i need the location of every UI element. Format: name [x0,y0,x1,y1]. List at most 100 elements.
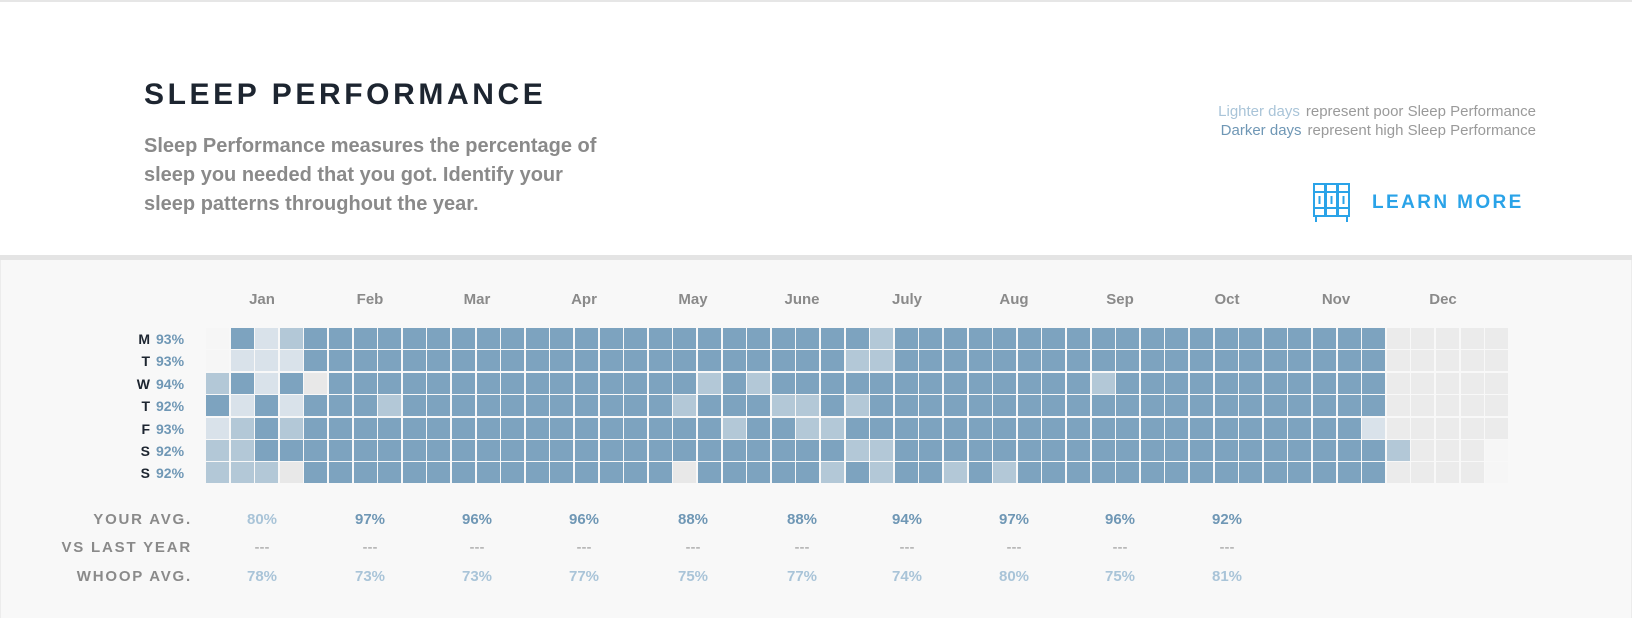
heatmap-day-cell[interactable] [1214,395,1238,417]
heatmap-day-cell[interactable] [944,417,967,439]
heatmap-day-cell[interactable] [304,372,328,394]
heatmap-day-cell[interactable] [1362,440,1386,461]
heatmap-day-cell[interactable] [1017,372,1041,394]
heatmap-day-cell[interactable] [919,462,943,484]
heatmap-day-cell[interactable] [747,372,771,394]
heatmap-day-cell[interactable] [673,417,697,439]
heatmap-day-cell[interactable] [279,417,303,439]
heatmap-day-cell[interactable] [796,462,820,484]
heatmap-day-cell[interactable] [1190,395,1213,417]
heatmap-day-cell[interactable] [1165,372,1189,394]
heatmap-day-cell[interactable] [1263,417,1287,439]
heatmap-day-cell[interactable] [698,350,721,372]
heatmap-day-cell[interactable] [599,462,623,484]
heatmap-day-cell[interactable] [1067,440,1090,461]
heatmap-day-cell[interactable] [1140,417,1164,439]
heatmap-day-cell[interactable] [427,395,451,417]
heatmap-day-cell[interactable] [1116,417,1140,439]
heatmap-day-cell[interactable] [821,328,844,349]
heatmap-day-cell[interactable] [1190,328,1213,349]
heatmap-day-cell[interactable] [993,395,1017,417]
heatmap-day-cell[interactable] [1239,440,1263,461]
heatmap-day-cell[interactable] [1411,417,1435,439]
heatmap-day-cell[interactable] [993,440,1017,461]
heatmap-day-cell[interactable] [575,350,598,372]
heatmap-day-cell[interactable] [993,372,1017,394]
heatmap-day-cell[interactable] [1337,440,1361,461]
heatmap-day-cell[interactable] [1263,462,1287,484]
heatmap-day-cell[interactable] [1485,395,1509,417]
heatmap-day-cell[interactable] [1485,328,1509,349]
heatmap-day-cell[interactable] [1017,328,1041,349]
heatmap-day-cell[interactable] [304,395,328,417]
heatmap-day-cell[interactable] [304,417,328,439]
heatmap-day-cell[interactable] [1067,417,1090,439]
heatmap-day-cell[interactable] [944,350,967,372]
heatmap-day-cell[interactable] [1288,372,1312,394]
heatmap-day-cell[interactable] [1116,395,1140,417]
heatmap-day-cell[interactable] [771,462,795,484]
heatmap-day-cell[interactable] [550,372,574,394]
heatmap-day-cell[interactable] [673,328,697,349]
heatmap-day-cell[interactable] [821,440,844,461]
heatmap-day-cell[interactable] [1337,395,1361,417]
heatmap-day-cell[interactable] [378,372,402,394]
heatmap-day-cell[interactable] [894,417,918,439]
heatmap-day-cell[interactable] [1017,417,1041,439]
heatmap-day-cell[interactable] [698,372,721,394]
heatmap-day-cell[interactable] [870,372,894,394]
heatmap-day-cell[interactable] [1460,328,1484,349]
heatmap-day-cell[interactable] [476,350,500,372]
heatmap-day-cell[interactable] [1091,328,1115,349]
heatmap-day-cell[interactable] [525,350,549,372]
heatmap-day-cell[interactable] [255,395,279,417]
heatmap-day-cell[interactable] [1140,350,1164,372]
heatmap-day-cell[interactable] [427,350,451,372]
heatmap-day-cell[interactable] [1436,417,1459,439]
heatmap-day-cell[interactable] [402,395,426,417]
heatmap-day-cell[interactable] [575,462,598,484]
heatmap-day-cell[interactable] [771,417,795,439]
heatmap-day-cell[interactable] [1337,328,1361,349]
heatmap-day-cell[interactable] [1042,417,1066,439]
heatmap-day-cell[interactable] [1017,395,1041,417]
heatmap-day-cell[interactable] [1460,372,1484,394]
heatmap-day-cell[interactable] [353,462,377,484]
heatmap-day-cell[interactable] [894,440,918,461]
heatmap-day-cell[interactable] [1214,417,1238,439]
heatmap-day-cell[interactable] [968,395,992,417]
heatmap-day-cell[interactable] [575,440,598,461]
heatmap-day-cell[interactable] [1288,440,1312,461]
heatmap-day-cell[interactable] [206,462,229,484]
heatmap-day-cell[interactable] [870,328,894,349]
heatmap-day-cell[interactable] [501,417,525,439]
heatmap-day-cell[interactable] [1116,372,1140,394]
heatmap-day-cell[interactable] [993,417,1017,439]
heatmap-day-cell[interactable] [304,350,328,372]
heatmap-day-cell[interactable] [402,372,426,394]
heatmap-day-cell[interactable] [329,328,352,349]
heatmap-day-cell[interactable] [1263,372,1287,394]
heatmap-day-cell[interactable] [673,440,697,461]
heatmap-day-cell[interactable] [624,417,648,439]
heatmap-day-cell[interactable] [919,417,943,439]
heatmap-day-cell[interactable] [1411,440,1435,461]
heatmap-day-cell[interactable] [476,462,500,484]
heatmap-day-cell[interactable] [378,462,402,484]
heatmap-day-cell[interactable] [1460,395,1484,417]
heatmap-day-cell[interactable] [599,372,623,394]
heatmap-day-cell[interactable] [722,350,746,372]
heatmap-day-cell[interactable] [501,395,525,417]
heatmap-day-cell[interactable] [255,462,279,484]
heatmap-day-cell[interactable] [230,372,254,394]
heatmap-day-cell[interactable] [796,395,820,417]
heatmap-day-cell[interactable] [1116,462,1140,484]
heatmap-day-cell[interactable] [771,395,795,417]
heatmap-day-cell[interactable] [329,395,352,417]
heatmap-day-cell[interactable] [279,350,303,372]
heatmap-day-cell[interactable] [1091,350,1115,372]
heatmap-day-cell[interactable] [870,440,894,461]
heatmap-day-cell[interactable] [230,462,254,484]
heatmap-day-cell[interactable] [1436,328,1459,349]
heatmap-day-cell[interactable] [525,328,549,349]
